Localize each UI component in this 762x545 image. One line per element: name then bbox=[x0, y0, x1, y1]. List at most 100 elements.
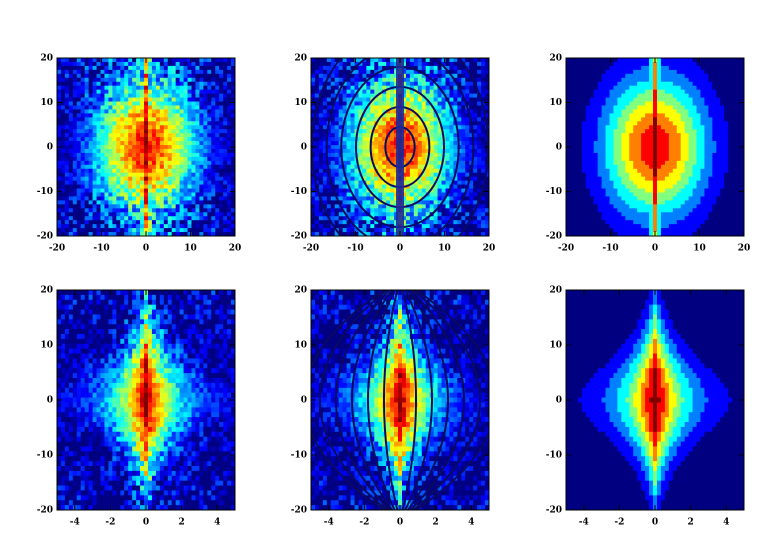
heatmap-cell bbox=[104, 232, 109, 236]
heatmap-cell bbox=[370, 224, 375, 229]
heatmap-cell bbox=[326, 101, 332, 106]
heatmap-cell bbox=[477, 141, 482, 146]
heatmap-cell bbox=[465, 204, 470, 209]
heatmap-cell bbox=[477, 192, 482, 197]
heatmap-cell bbox=[326, 220, 332, 225]
heatmap-cell bbox=[465, 196, 470, 201]
heatmap-cell bbox=[621, 180, 626, 185]
heatmap-cell bbox=[120, 93, 125, 98]
heatmap-cell bbox=[374, 77, 379, 83]
heatmap-cell bbox=[151, 216, 157, 221]
heatmap-cell bbox=[585, 69, 591, 75]
heatmap-cell bbox=[633, 208, 638, 213]
heatmap-cell bbox=[362, 101, 367, 106]
heatmap-cell bbox=[155, 152, 161, 158]
heatmap-cell bbox=[477, 200, 482, 205]
heatmap-cell bbox=[314, 85, 320, 91]
heatmap-cell bbox=[429, 156, 435, 162]
heatmap-cell bbox=[362, 93, 367, 98]
heatmap-cell bbox=[358, 113, 363, 118]
heatmap-cell bbox=[334, 73, 340, 79]
heatmap-cell bbox=[621, 69, 626, 75]
heatmap-cell bbox=[80, 101, 86, 106]
heatmap-cell bbox=[199, 145, 204, 150]
heatmap-cell bbox=[183, 73, 188, 79]
heatmap-cell bbox=[441, 208, 446, 213]
heatmap-cell bbox=[473, 172, 478, 178]
heatmap-cell bbox=[191, 232, 196, 236]
heatmap-cell bbox=[585, 192, 591, 197]
heatmap-cell bbox=[613, 188, 618, 193]
heatmap-cell bbox=[159, 105, 165, 110]
heatmap-cell bbox=[413, 73, 419, 79]
heatmap-cell bbox=[195, 105, 200, 110]
heatmap-cell bbox=[80, 69, 86, 75]
heatmap-cell bbox=[57, 133, 62, 138]
heatmap-cell bbox=[342, 133, 347, 138]
heatmap-cell bbox=[401, 73, 407, 79]
heatmap-cell bbox=[589, 97, 595, 102]
heatmap-cell bbox=[223, 156, 228, 162]
heatmap-cell bbox=[207, 113, 212, 118]
heatmap-cell bbox=[338, 224, 344, 229]
heatmap-cell bbox=[605, 176, 610, 182]
heatmap-cell bbox=[366, 164, 371, 170]
heatmap-cell bbox=[128, 156, 133, 162]
heatmap-cell bbox=[437, 58, 442, 63]
heatmap-cell bbox=[425, 180, 431, 185]
heatmap-cell bbox=[601, 208, 606, 213]
heatmap-cell bbox=[425, 176, 431, 182]
heatmap-cell bbox=[84, 196, 90, 201]
heatmap-cell bbox=[159, 85, 165, 91]
heatmap-cell bbox=[151, 113, 157, 118]
heatmap-cell bbox=[465, 125, 470, 130]
heatmap-cell bbox=[100, 160, 105, 166]
heatmap-cell bbox=[68, 109, 74, 114]
heatmap-cell bbox=[116, 216, 121, 221]
heatmap-cell bbox=[140, 125, 145, 130]
heatmap-cell bbox=[155, 89, 161, 94]
heatmap-cell bbox=[227, 105, 232, 110]
heatmap-cell bbox=[461, 160, 466, 166]
heatmap-cell bbox=[473, 220, 478, 225]
heatmap-cell bbox=[390, 196, 395, 201]
heatmap-cell bbox=[573, 133, 579, 138]
heatmap-cell bbox=[605, 220, 610, 225]
heatmap-cell bbox=[601, 125, 606, 130]
heatmap-cell bbox=[108, 220, 113, 225]
heatmap-cell bbox=[330, 117, 336, 122]
heatmap-cell bbox=[84, 224, 90, 229]
heatmap-cell bbox=[159, 101, 165, 106]
heatmap-cell bbox=[409, 160, 415, 166]
heatmap-cell bbox=[57, 125, 62, 130]
heatmap-cell bbox=[155, 61, 161, 67]
heatmap-cell bbox=[601, 188, 606, 193]
heatmap-cell bbox=[96, 69, 101, 75]
heatmap-cell bbox=[171, 148, 177, 154]
heatmap-cell bbox=[617, 97, 622, 102]
heatmap-cell bbox=[473, 61, 478, 67]
heatmap-cell bbox=[621, 73, 626, 79]
heatmap-cell bbox=[147, 58, 153, 63]
heatmap-cell bbox=[334, 101, 340, 106]
heatmap-cell bbox=[386, 109, 391, 114]
heatmap-cell bbox=[457, 121, 462, 126]
heatmap-cell bbox=[334, 204, 340, 209]
heatmap-cell bbox=[96, 160, 101, 166]
heatmap-cell bbox=[163, 220, 169, 225]
heatmap-cell bbox=[338, 212, 344, 217]
heatmap-cell bbox=[187, 192, 192, 197]
heatmap-cell bbox=[144, 184, 149, 189]
heatmap-cell bbox=[601, 160, 606, 166]
heatmap-cell bbox=[593, 113, 599, 118]
heatmap-cell bbox=[605, 121, 610, 126]
heatmap-cell bbox=[314, 180, 320, 185]
heatmap-cell bbox=[80, 148, 86, 154]
heatmap-cell bbox=[96, 141, 101, 146]
heatmap-cell bbox=[637, 148, 642, 154]
heatmap-cell bbox=[370, 180, 375, 185]
heatmap-cell bbox=[641, 113, 646, 118]
heatmap-cell bbox=[191, 200, 196, 205]
heatmap-cell bbox=[425, 141, 431, 146]
heatmap-cell bbox=[155, 93, 161, 98]
